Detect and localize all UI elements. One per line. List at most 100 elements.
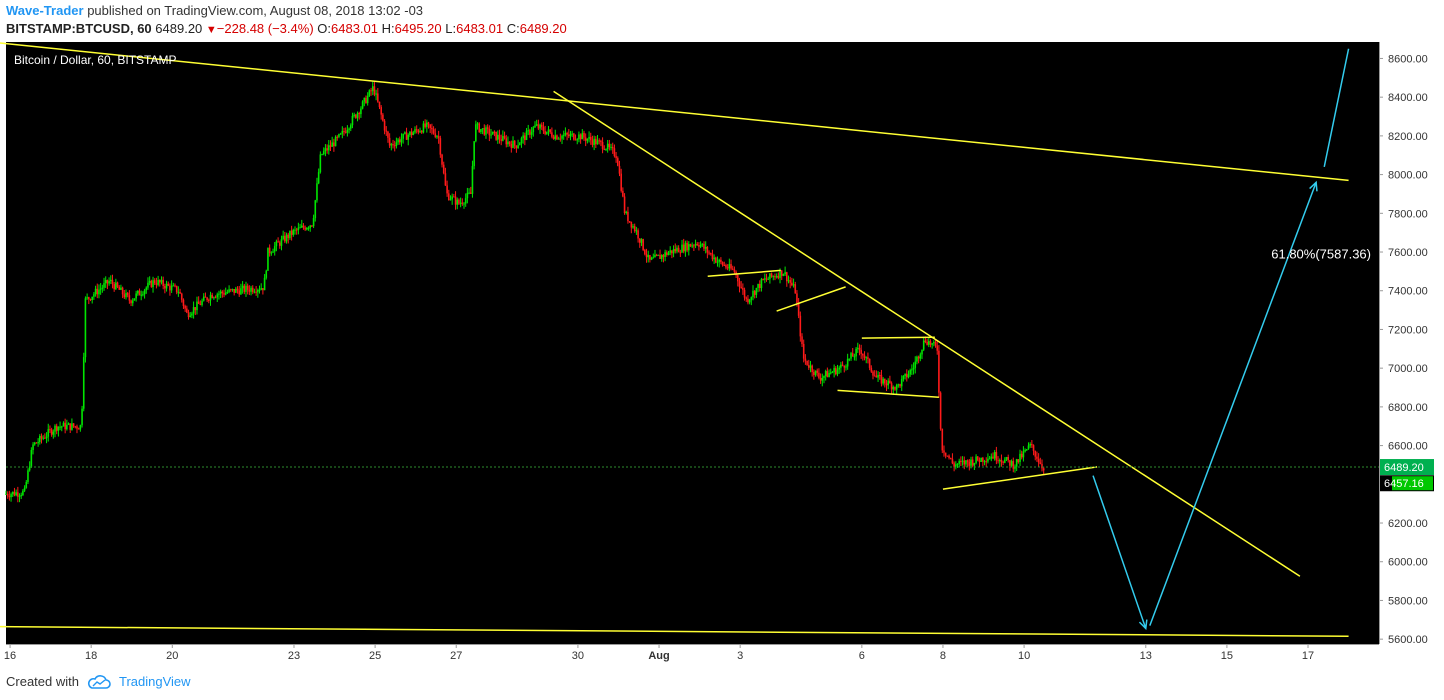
candle-body — [960, 461, 962, 463]
candle-body — [74, 426, 77, 428]
candle-body — [1004, 459, 1006, 463]
candle-body — [153, 280, 156, 284]
candle-body — [251, 287, 254, 292]
y-tick-label: 7000.00 — [1388, 363, 1428, 375]
candle-body — [860, 349, 862, 354]
candle-body — [81, 408, 83, 426]
candle-body — [480, 129, 482, 133]
x-tick-label: 25 — [369, 650, 381, 662]
chart-title: Bitcoin / Dollar, 60, BITSTAMP — [14, 53, 177, 67]
projection-arrow — [1323, 48, 1350, 168]
low-value: 6483.01 — [456, 21, 504, 36]
candle-body — [395, 142, 398, 147]
candle-body — [94, 288, 97, 295]
cloud-logo-icon — [87, 674, 111, 689]
candle-body — [850, 353, 852, 359]
candle-body — [965, 460, 967, 465]
candle-body — [671, 250, 673, 254]
candle-body — [299, 227, 301, 229]
candle-body — [767, 278, 770, 280]
candle-body — [742, 287, 744, 290]
candle-body — [730, 264, 732, 269]
open-value: 6483.01 — [331, 21, 379, 36]
candle-body — [64, 422, 66, 430]
candle-body — [182, 299, 185, 306]
candle-body — [907, 374, 910, 378]
candle-body — [258, 289, 261, 291]
candle-body — [917, 356, 920, 359]
candle-body — [856, 347, 859, 349]
candle-body — [971, 459, 974, 466]
candle-body — [1022, 451, 1025, 458]
candle-body — [23, 487, 26, 491]
candle-body — [975, 456, 977, 463]
candle-body — [540, 124, 543, 127]
candle-body — [524, 135, 526, 140]
candle-body — [909, 370, 911, 375]
candle-body — [718, 259, 721, 262]
candle-body — [365, 97, 367, 104]
candle-body — [750, 297, 753, 300]
candle-body — [311, 225, 313, 227]
candle-body — [615, 156, 617, 159]
plot-area[interactable] — [6, 42, 1379, 644]
chart-container[interactable]: 8600.00 8400.00 8200.00 8000.00 7800.00 7600.… — [0, 42, 1444, 664]
candle-body — [446, 185, 448, 194]
candle-body — [49, 429, 51, 431]
candle-body — [1019, 453, 1021, 462]
candle-body — [905, 373, 908, 378]
candle-body — [870, 367, 873, 372]
candle-body — [845, 366, 847, 368]
candle-body — [427, 122, 430, 125]
low-label: L: — [445, 21, 457, 36]
candle-body — [33, 442, 36, 445]
candle-body — [758, 283, 761, 289]
candle-body — [799, 315, 802, 337]
candle-body — [807, 364, 810, 368]
candle-body — [167, 283, 170, 286]
candle-body — [884, 378, 886, 384]
candle-body — [610, 146, 612, 148]
candle-body — [757, 283, 759, 288]
candle-body — [502, 135, 504, 141]
candle-body — [131, 300, 134, 304]
candle-body — [966, 460, 969, 462]
candle-body — [686, 242, 688, 251]
candle-body — [723, 265, 726, 267]
candle-body — [600, 140, 602, 142]
candle-body — [503, 135, 506, 139]
candle-body — [175, 285, 178, 293]
candle-body — [235, 288, 237, 293]
candle-body — [164, 285, 166, 289]
candle-body — [199, 303, 202, 305]
candle-body — [60, 426, 63, 428]
candle-body — [644, 249, 646, 255]
candle-body — [775, 276, 778, 278]
tradingview-link[interactable]: TradingView — [118, 674, 191, 689]
candle-body — [338, 134, 340, 137]
candle-body — [62, 422, 65, 427]
candle-body — [980, 457, 982, 462]
candle-body — [145, 287, 148, 291]
y-tick-label: 8400.00 — [1388, 92, 1428, 104]
candle-body — [30, 449, 33, 467]
candle-body — [858, 347, 861, 350]
candle-body — [601, 141, 604, 149]
candle-body — [1024, 449, 1026, 452]
x-tick-label: 16 — [4, 650, 16, 662]
candle-body — [113, 284, 115, 290]
candle-body — [708, 252, 710, 254]
price-chart[interactable]: 8600.00 8400.00 8200.00 8000.00 7800.00 7600.… — [0, 42, 1444, 664]
candle-body — [573, 133, 575, 140]
candle-body — [481, 128, 484, 130]
candle-body — [1007, 456, 1010, 461]
candle-body — [91, 296, 93, 301]
candle-body — [268, 247, 271, 254]
candle-body — [405, 132, 408, 140]
candle-body — [471, 166, 474, 194]
candle-body — [682, 244, 685, 252]
candle-body — [774, 276, 776, 278]
author-link[interactable]: Wave-Trader — [6, 3, 84, 18]
candle-body — [1000, 460, 1003, 462]
candle-body — [334, 136, 337, 147]
